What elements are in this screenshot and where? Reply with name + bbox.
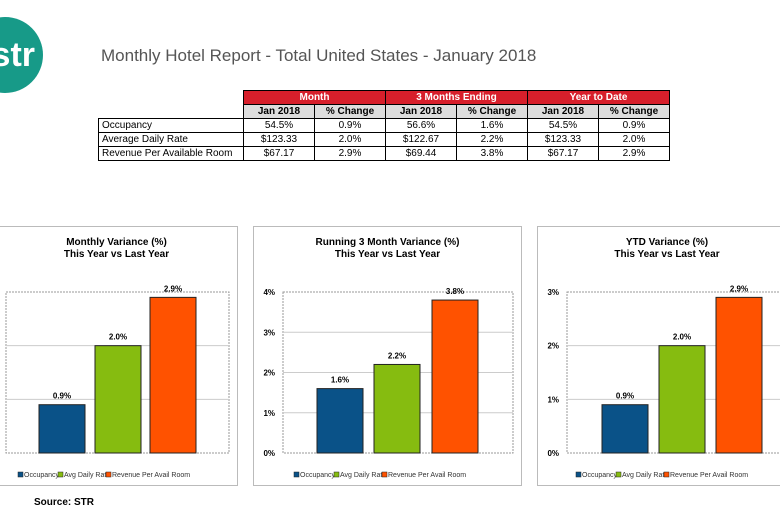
table-cell: $67.17 [527,146,599,161]
data-label: 3.8% [446,287,464,296]
str-logo: str [0,17,43,93]
bar-occupancy [601,404,649,454]
group-header: Year to Date [527,90,670,105]
legend-swatch [293,471,300,478]
bar-revenue-per-avail-room [431,299,479,454]
data-label: 2.9% [164,284,182,293]
bar-revenue-per-avail-room [715,296,763,454]
legend-swatch [333,471,340,478]
table-cell: $69.44 [385,146,457,161]
table-cell: 54.5% [243,118,315,133]
y-tick-label: 0% [263,449,275,458]
legend-label: Avg Daily Rate [622,472,668,479]
table-cell: 2.9% [598,146,670,161]
sub-header: Jan 2018 [527,104,599,119]
data-label: 0.9% [616,392,634,401]
sub-header-row: Jan 2018 % Change Jan 2018 % Change Jan … [99,104,670,119]
chart-subtitle: This Year vs Last Year [334,249,441,260]
legend-label: Revenue Per Avail Room [388,472,466,479]
chart-subtitle: This Year vs Last Year [614,249,720,260]
data-label: 0.9% [53,392,71,401]
table-cell: 54.5% [527,118,599,133]
group-header: Month [243,90,386,105]
row-label: Revenue Per Available Room [98,146,244,161]
table-cell: 3.8% [456,146,528,161]
table-cell: $122.67 [385,132,457,147]
bar-avg-daily-rate [658,345,706,454]
legend-swatch [575,471,582,478]
legend-swatch [615,471,622,478]
source-note: Source: STR [34,497,95,508]
y-tick-label: 1% [547,395,559,404]
legend-label: Occupancy [582,472,618,479]
table-cell: 0.9% [314,118,386,133]
table-cell: 2.9% [314,146,386,161]
bar-avg-daily-rate [373,363,421,454]
bar-avg-daily-rate [94,345,142,454]
y-tick-label: 1% [263,409,275,418]
table-cell: $67.17 [243,146,315,161]
legend-swatch [663,471,670,478]
table-cell: $123.33 [243,132,315,147]
legend-label: Occupancy [24,472,60,479]
chart-title: Running 3 Month Variance (%) [315,237,460,248]
summary-table: Month 3 Months Ending Year to Date Jan 2… [98,90,670,161]
legend-label: Avg Daily Rate [64,472,110,479]
chart-svg: 0% 1% 2% 3% 4% 1.6% 2.2% 3.8% Occupancy Avg Daily… [263,287,514,479]
table-cell: 2.2% [456,132,528,147]
sub-header: % Change [598,104,670,119]
data-label: 2.0% [109,333,127,342]
table-cell: 2.0% [598,132,670,147]
data-label: 2.0% [673,333,691,342]
bar-occupancy [38,404,86,454]
table-row: Revenue Per Available Room $67.17 2.9% $69.… [98,146,670,161]
y-tick-label: 2% [263,369,275,378]
table-cell: 2.0% [314,132,386,147]
table-cell: 0.9% [598,118,670,133]
y-tick-label: 3% [263,328,275,337]
chart-svg: 0% 1% 2% 3% 0.9% 2.0% 2.9% Occupancy Avg Daily R… [547,284,780,479]
sub-header: % Change [456,104,528,119]
sub-header: Jan 2018 [385,104,457,119]
y-tick-label: 4% [263,288,275,297]
table-row: Average Daily Rate $123.33 2.0% $122.67 2.2%… [98,132,670,147]
page-title: Monthly Hotel Report - Total United Stat… [101,46,537,65]
row-label: Occupancy [98,118,244,133]
chart-title: Monthly Variance (%) [66,237,167,248]
running-3-month-variance-chart: Running 3 Month Variance (%) This Year vs… [253,226,522,486]
legend-swatch [17,471,24,478]
chart-subtitle: This Year vs Last Year [63,249,170,260]
group-header-row: Month 3 Months Ending Year to Date [99,90,670,105]
legend-swatch [57,471,64,478]
data-label: 1.6% [331,376,349,385]
monthly-variance-chart: Monthly Variance (%) This Year vs Last Ye… [0,226,238,486]
data-label: 2.2% [388,351,406,360]
legend-label: Revenue Per Avail Room [112,472,190,479]
bar-revenue-per-avail-room [149,296,197,454]
logo-text: str [0,35,35,74]
blank-cell [99,105,244,119]
legend-label: Avg Daily Rate [340,472,386,479]
y-tick-label: 0% [547,449,559,458]
legend-label: Revenue Per Avail Room [670,472,748,479]
chart-svg: 0.9% 2.0% 2.9% Occupancy Avg Daily Rate Reven… [5,284,230,479]
blank-cell [99,91,244,105]
data-label: 2.9% [730,284,748,293]
table-cell: $123.33 [527,132,599,147]
legend-swatch [381,471,388,478]
legend-label: Occupancy [300,472,336,479]
bar-occupancy [316,388,364,454]
y-tick-label: 3% [547,288,559,297]
sub-header: Jan 2018 [243,104,315,119]
y-tick-label: 2% [547,342,559,351]
table-cell: 1.6% [456,118,528,133]
table-cell: 56.6% [385,118,457,133]
row-label: Average Daily Rate [98,132,244,147]
sub-header: % Change [314,104,386,119]
group-header: 3 Months Ending [385,90,528,105]
chart-title: YTD Variance (%) [625,237,709,248]
ytd-variance-chart: YTD Variance (%) This Year vs Last Year 0… [537,226,780,486]
table-row: Occupancy 54.5% 0.9% 56.6% 1.6% 54.5% 0.9% [98,118,670,133]
legend-swatch [105,471,112,478]
